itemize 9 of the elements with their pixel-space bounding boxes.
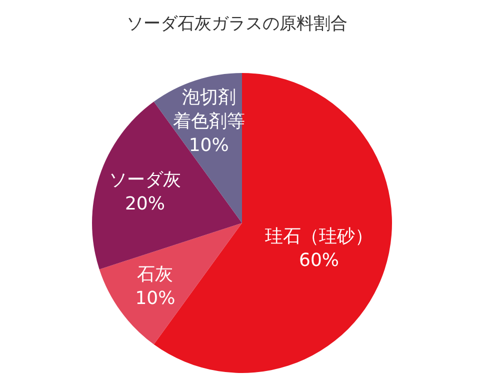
data-label: 60% <box>299 250 340 271</box>
slice-label: ソーダ灰 <box>108 168 181 190</box>
data-label: 10% <box>188 134 229 156</box>
chart-title: ソーダ石灰ガラスの原料割合 <box>126 14 348 34</box>
data-label: 10% <box>135 288 176 309</box>
slice-label: 珪石（珪砂） <box>265 226 374 247</box>
pie-slice <box>99 223 242 344</box>
data-label: 20% <box>124 192 165 214</box>
slice-label: 石灰 <box>137 264 174 285</box>
